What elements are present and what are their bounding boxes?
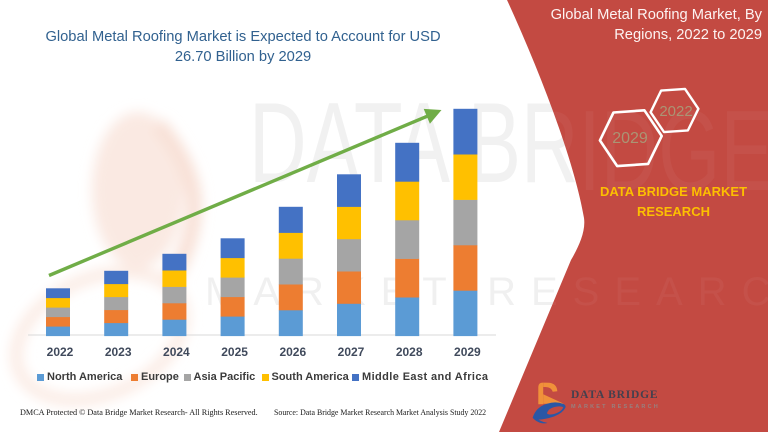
- svg-text:MARKET RESEARCH: MARKET RESEARCH: [205, 270, 768, 314]
